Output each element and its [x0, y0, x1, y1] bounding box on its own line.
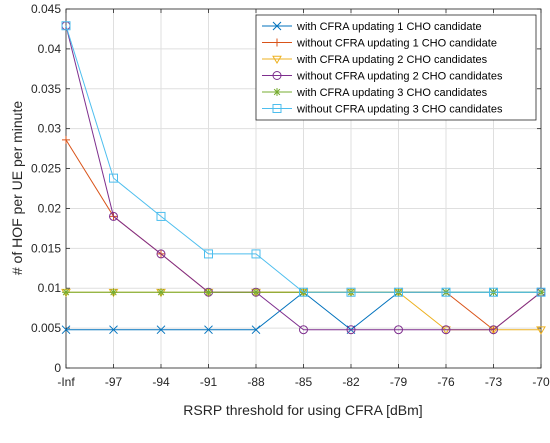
- data-point: [156, 325, 166, 335]
- x-tick-label: -76: [437, 375, 455, 389]
- y-tick-label: 0.045: [31, 2, 61, 16]
- legend-item: without CFRA updating 2 CHO candidates: [262, 71, 503, 83]
- legend-item: without CFRA updating 3 CHO candidates: [262, 104, 503, 116]
- x-tick-label: -91: [200, 375, 218, 389]
- data-point: [109, 325, 118, 335]
- data-point: [489, 287, 498, 297]
- data-point: [346, 287, 356, 297]
- series-line: [65, 25, 541, 293]
- data-point: [488, 326, 499, 335]
- legend-item: with CFRA updating 2 CHO candidates: [262, 54, 488, 66]
- legend: with CFRA updating 1 CHO candidate withou…: [255, 14, 537, 121]
- x-axis-label: RSRP threshold for using CFRA [dBm]: [183, 402, 422, 418]
- data-point: [204, 249, 213, 259]
- data-point: [441, 325, 451, 335]
- series-group: [61, 21, 546, 335]
- data-point: [536, 287, 546, 297]
- y-tick-label: 0.015: [31, 241, 61, 255]
- data-point: [62, 135, 70, 144]
- data-point: [61, 21, 71, 31]
- x-tick-label: -70: [532, 375, 550, 389]
- data-point: [273, 38, 281, 47]
- y-tick-label: 0: [54, 361, 61, 375]
- data-point: [299, 325, 308, 335]
- data-point: [156, 211, 166, 221]
- legend-label: with CFRA updating 3 CHO candidates: [296, 87, 488, 99]
- data-point: [109, 211, 118, 221]
- legend-label: with CFRA updating 1 CHO candidate: [296, 21, 482, 33]
- series-6: [61, 21, 546, 297]
- data-point: [299, 287, 308, 297]
- y-tick-label: 0.01: [38, 281, 62, 295]
- data-point: [346, 325, 356, 335]
- x-tick-label: -79: [390, 375, 408, 389]
- axes: -Inf -97 -94 -91 -88 -85 -82 -79 -76 -73 -70 0 0.005…: [31, 2, 550, 389]
- x-tick-label: -94: [152, 375, 170, 389]
- data-point: [251, 249, 261, 259]
- y-tick-label: 0.005: [31, 321, 61, 335]
- x-tick-label: -88: [247, 375, 265, 389]
- data-point: [489, 325, 498, 335]
- y-tick-label: 0.03: [38, 122, 62, 136]
- legend-item: without CFRA updating 1 CHO candidate: [262, 38, 497, 50]
- data-point: [394, 325, 403, 335]
- y-tick-label: 0.035: [31, 82, 61, 96]
- data-point: [204, 288, 213, 297]
- data-point: [251, 325, 261, 335]
- legend-label: without CFRA updating 1 CHO candidate: [296, 38, 497, 50]
- legend-box: [255, 14, 537, 121]
- data-point: [441, 287, 451, 297]
- y-axis-label: # of HOF per UE per minute: [9, 101, 25, 276]
- data-point: [272, 104, 282, 113]
- x-tick-label: -Inf: [57, 375, 75, 389]
- data-point: [109, 288, 118, 297]
- data-point: [61, 325, 71, 335]
- legend-label: with CFRA updating 2 CHO candidates: [296, 54, 488, 66]
- data-point: [272, 71, 282, 80]
- data-point: [204, 325, 213, 335]
- data-point: [62, 288, 70, 297]
- y-tick-label: 0.02: [38, 201, 62, 215]
- x-tick-label: -82: [342, 375, 360, 389]
- x-tick-label: -85: [295, 375, 313, 389]
- legend-label: without CFRA updating 3 CHO candidates: [296, 104, 503, 116]
- legend-item: with CFRA updating 1 CHO candidate: [262, 21, 482, 33]
- y-tick-label: 0.025: [31, 162, 61, 176]
- series-line: [65, 25, 542, 331]
- data-point: [157, 288, 165, 297]
- data-point: [252, 288, 260, 297]
- legend-label: without CFRA updating 2 CHO candidates: [296, 71, 503, 83]
- data-point: [272, 21, 282, 31]
- data-point: [394, 287, 403, 297]
- data-point: [536, 326, 546, 335]
- data-point: [273, 88, 281, 96]
- data-point: [272, 55, 282, 64]
- x-tick-label: -73: [485, 375, 503, 389]
- data-point: [441, 326, 451, 335]
- data-point: [156, 249, 166, 259]
- legend-item: with CFRA updating 3 CHO candidates: [262, 87, 488, 99]
- data-point: [109, 173, 118, 183]
- y-tick-label: 0.04: [38, 42, 62, 56]
- x-tick-label: -97: [105, 375, 123, 389]
